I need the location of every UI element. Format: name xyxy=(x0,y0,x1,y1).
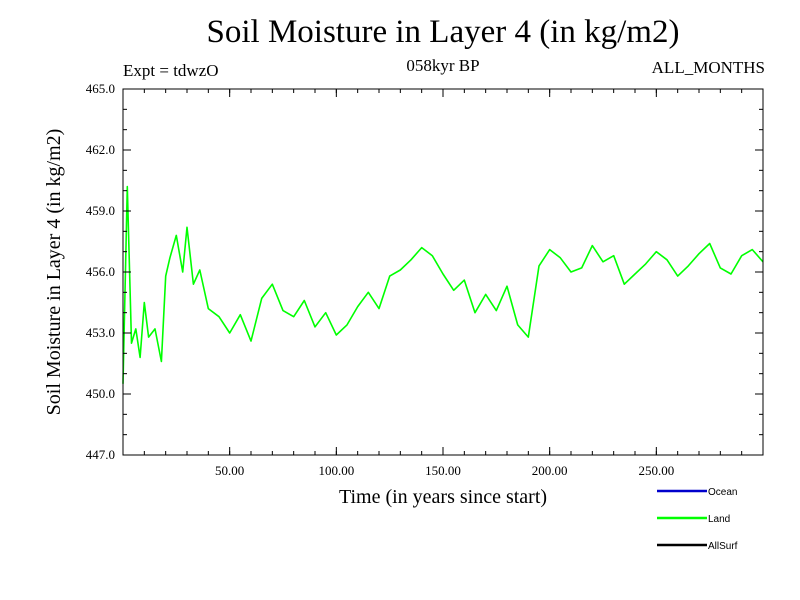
y-tick-label: 462.0 xyxy=(86,142,115,157)
series-line-land xyxy=(122,185,764,384)
y-axis-label: Soil Moisture in Layer 4 (in kg/m2) xyxy=(43,129,65,416)
y-tick-label: 453.0 xyxy=(86,325,115,340)
y-tick-label: 450.0 xyxy=(86,386,115,401)
x-tick-label: 150.00 xyxy=(425,463,461,478)
x-tick-label: 200.00 xyxy=(532,463,568,478)
legend-label-ocean: Ocean xyxy=(708,487,737,498)
x-tick-label: 100.00 xyxy=(318,463,354,478)
plot-frame xyxy=(122,88,764,456)
axis-layer: 447.0 450.0 453.0 456.0 459.0 462.0 465.0 50.00… xyxy=(86,81,764,478)
x-tick-label: 50.00 xyxy=(215,463,244,478)
y-tick-label: 465.0 xyxy=(86,81,115,96)
y-tick-label: 447.0 xyxy=(86,447,115,462)
experiment-label: Expt = tdwzO xyxy=(123,61,219,80)
legend-label-land: Land xyxy=(708,514,730,525)
months-label: ALL_MONTHS xyxy=(651,58,765,77)
y-tick-label: 456.0 xyxy=(86,264,115,279)
y-tick-label: 459.0 xyxy=(86,203,115,218)
x-tick-label: 250.00 xyxy=(638,463,674,478)
series-layer xyxy=(122,185,764,384)
chart-title: Soil Moisture in Layer 4 (in kg/m2) xyxy=(206,14,680,50)
legend-label-allsurf: AllSurf xyxy=(708,541,738,552)
legend: Ocean Land AllSurf xyxy=(657,487,738,552)
chart-subtitle: 058kyr BP xyxy=(406,56,480,75)
x-axis-label: Time (in years since start) xyxy=(338,486,548,508)
